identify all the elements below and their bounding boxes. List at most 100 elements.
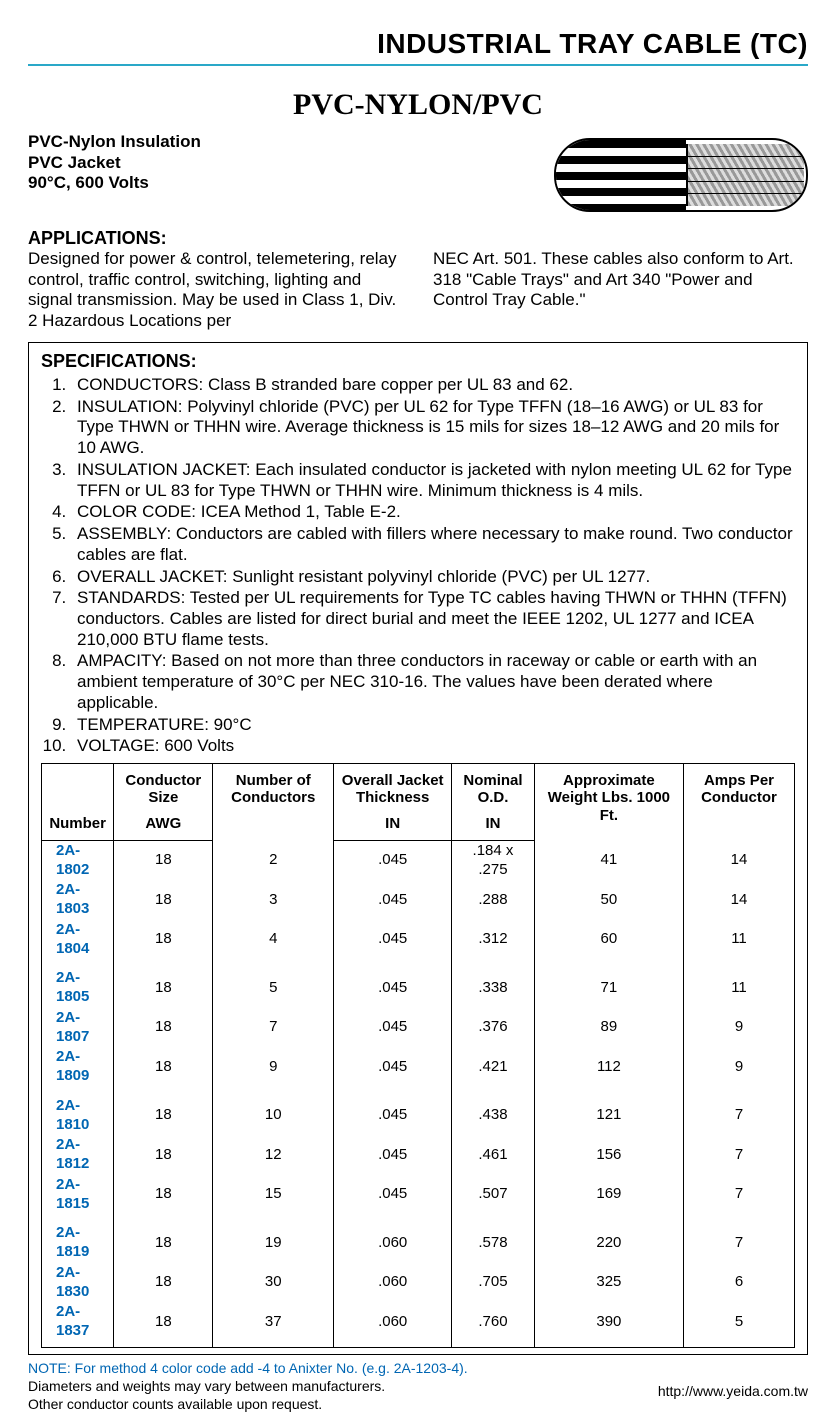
cell-value: 18	[114, 959, 213, 1008]
spec-item: TEMPERATURE: 90°C	[71, 715, 795, 736]
cell-value: .045	[334, 959, 452, 1008]
cell-value: 112	[534, 1047, 683, 1087]
cell-value: 169	[534, 1175, 683, 1215]
th-num-conductors: Number of Conductors	[213, 764, 334, 841]
cell-value: 15	[213, 1175, 334, 1215]
cell-value: .060	[334, 1263, 452, 1303]
th-in-2: IN	[452, 811, 535, 841]
cell-value: .288	[452, 880, 535, 920]
th-awg: AWG	[114, 811, 213, 841]
cell-value: 9	[213, 1047, 334, 1087]
table-row: 2A-18151815.045.5071697	[42, 1175, 795, 1215]
cell-part-number: 2A-1830	[42, 1263, 114, 1303]
spec-item: AMPACITY: Based on not more than three c…	[71, 651, 795, 713]
cell-value: 10	[213, 1087, 334, 1136]
cell-value: 11	[683, 920, 794, 960]
cell-part-number: 2A-1809	[42, 1047, 114, 1087]
spec-item: OVERALL JACKET: Sunlight resistant polyv…	[71, 567, 795, 588]
cell-value: 7	[683, 1175, 794, 1215]
cell-value: .045	[334, 1008, 452, 1048]
spec-item: INSULATION JACKET: Each insulated conduc…	[71, 460, 795, 501]
cell-value: 19	[213, 1214, 334, 1263]
cell-value: .045	[334, 840, 452, 880]
cell-value: 41	[534, 840, 683, 880]
cell-part-number: 2A-1804	[42, 920, 114, 960]
cell-value: 5	[683, 1302, 794, 1347]
cell-value: .421	[452, 1047, 535, 1087]
cell-part-number: 2A-1837	[42, 1302, 114, 1347]
cell-value: 18	[114, 1214, 213, 1263]
th-in-1: IN	[334, 811, 452, 841]
cell-value: .045	[334, 880, 452, 920]
cell-part-number: 2A-1802	[42, 840, 114, 880]
applications-heading: APPLICATIONS:	[28, 228, 808, 249]
table-row: 2A-1805185.045.3387111	[42, 959, 795, 1008]
cell-value: 18	[114, 1047, 213, 1087]
cell-value: 156	[534, 1135, 683, 1175]
applications-col-2: NEC Art. 501. These cables also conform …	[433, 249, 808, 332]
cell-value: 4	[213, 920, 334, 960]
cell-part-number: 2A-1812	[42, 1135, 114, 1175]
th-jacket-thickness: Overall Jacket Thickness	[334, 764, 452, 811]
cell-value: 18	[114, 1175, 213, 1215]
table-row: 2A-1807187.045.376899	[42, 1008, 795, 1048]
cell-value: 9	[683, 1008, 794, 1048]
intro-line-2: PVC Jacket	[28, 153, 534, 174]
specifications-list: CONDUCTORS: Class B stranded bare copper…	[41, 375, 795, 757]
cell-value: 18	[114, 840, 213, 880]
cell-value: .184 x .275	[452, 840, 535, 880]
cell-value: .045	[334, 1175, 452, 1215]
cell-value: 390	[534, 1302, 683, 1347]
cell-value: 121	[534, 1087, 683, 1136]
cell-value: 89	[534, 1008, 683, 1048]
header-rule	[28, 64, 808, 66]
table-row: 2A-1802182.045.184 x .2754114	[42, 840, 795, 880]
intro-line-1: PVC-Nylon Insulation	[28, 132, 534, 153]
cell-value: 14	[683, 840, 794, 880]
cell-value: 30	[213, 1263, 334, 1303]
cell-value: .312	[452, 920, 535, 960]
cell-value: .507	[452, 1175, 535, 1215]
spec-item: CONDUCTORS: Class B stranded bare copper…	[71, 375, 795, 396]
table-row: 2A-18191819.060.5782207	[42, 1214, 795, 1263]
spec-item: COLOR CODE: ICEA Method 1, Table E-2.	[71, 502, 795, 523]
cell-value: .338	[452, 959, 535, 1008]
cable-illustration	[554, 138, 808, 212]
cell-value: 220	[534, 1214, 683, 1263]
table-row: 2A-1809189.045.4211129	[42, 1047, 795, 1087]
cell-value: 14	[683, 880, 794, 920]
cell-value: 11	[683, 959, 794, 1008]
specifications-table: Conductor Size Number of Conductors Over…	[41, 763, 795, 1348]
cell-value: .438	[452, 1087, 535, 1136]
cell-value: .760	[452, 1302, 535, 1347]
cell-value: .376	[452, 1008, 535, 1048]
cell-value: 60	[534, 920, 683, 960]
cell-value: .060	[334, 1214, 452, 1263]
spec-item: STANDARDS: Tested per UL requirements fo…	[71, 588, 795, 650]
th-amps: Amps Per Conductor	[683, 764, 794, 841]
cell-value: 6	[683, 1263, 794, 1303]
applications-col-1: Designed for power & control, telemeteri…	[28, 249, 403, 332]
cell-part-number: 2A-1810	[42, 1087, 114, 1136]
intro-line-3: 90°C, 600 Volts	[28, 173, 534, 194]
th-nominal-od: Nominal O.D.	[452, 764, 535, 811]
specifications-heading: SPECIFICATIONS:	[41, 351, 795, 373]
cell-value: 18	[114, 1135, 213, 1175]
cell-value: 18	[114, 1087, 213, 1136]
cell-value: 9	[683, 1047, 794, 1087]
cell-value: .045	[334, 920, 452, 960]
cell-value: 18	[114, 880, 213, 920]
cell-value: 37	[213, 1302, 334, 1347]
th-weight: Approximate Weight Lbs. 1000 Ft.	[534, 764, 683, 841]
th-conductor-size: Conductor Size	[114, 764, 213, 811]
cell-value: 18	[114, 1302, 213, 1347]
cell-value: 3	[213, 880, 334, 920]
cell-value: 18	[114, 920, 213, 960]
specifications-box: SPECIFICATIONS: CONDUCTORS: Class B stra…	[28, 342, 808, 1355]
cell-part-number: 2A-1805	[42, 959, 114, 1008]
th-blank	[42, 764, 114, 811]
table-row: 2A-18121812.045.4611567	[42, 1135, 795, 1175]
cell-value: 7	[213, 1008, 334, 1048]
spec-item: INSULATION: Polyvinyl chloride (PVC) per…	[71, 397, 795, 459]
spec-item: ASSEMBLY: Conductors are cabled with fil…	[71, 524, 795, 565]
